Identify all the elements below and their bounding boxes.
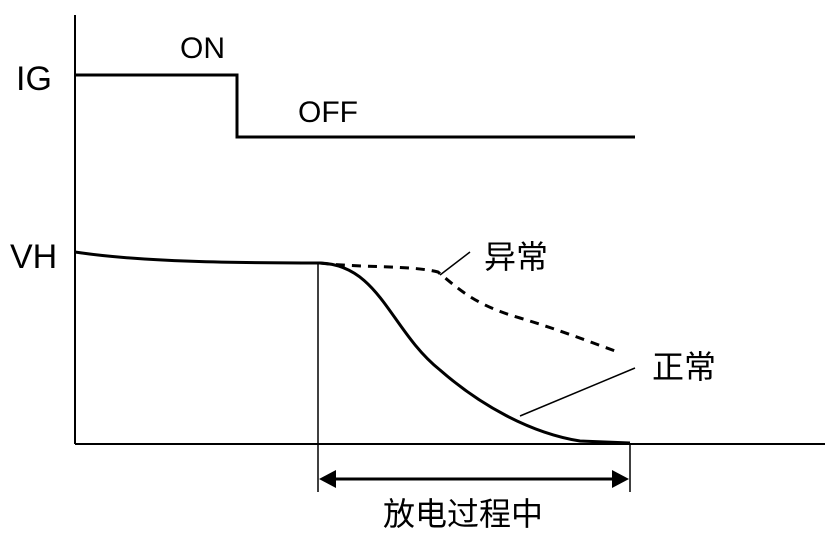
abnormal-label: 异常	[484, 238, 548, 276]
ig-on-label: ON	[180, 32, 225, 65]
arrow-head-right	[612, 470, 629, 488]
arrow-head-left	[319, 470, 336, 488]
abnormal-leader-line	[439, 251, 471, 276]
discharge-label: 放电过程中	[383, 495, 543, 533]
vh-label: VH	[10, 238, 57, 276]
ig-label: IG	[16, 60, 52, 98]
vh-abnormal-curve	[319, 261, 619, 354]
vh-normal-curve	[74, 250, 631, 445]
ig-signal-line	[75, 73, 635, 139]
normal-leader-line	[519, 367, 636, 417]
ig-off-label: OFF	[298, 96, 358, 129]
normal-label: 正常	[652, 348, 716, 386]
